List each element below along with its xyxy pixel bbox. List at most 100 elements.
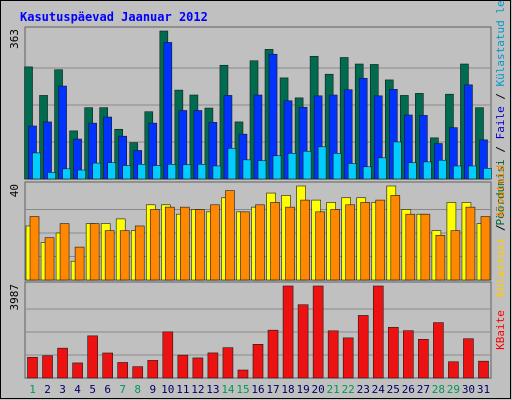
day-label: 31 (477, 383, 490, 396)
legend-entry: / (494, 139, 507, 159)
day-label: 8 (134, 383, 141, 396)
bar (117, 362, 129, 379)
bar (435, 235, 446, 281)
bar (177, 354, 189, 379)
bar (287, 153, 297, 180)
bar (240, 211, 250, 281)
bar (147, 360, 159, 379)
day-label: 16 (251, 383, 264, 396)
bar (450, 230, 461, 281)
bar (137, 164, 147, 180)
bar (420, 213, 431, 281)
chart-title: Kasutuspäevad Jaanuar 2012 (20, 10, 208, 24)
bar (152, 165, 162, 180)
bar (192, 357, 204, 379)
panel-1: 363 Pöördumisi / Faile / Külastatud lehti (8, 0, 507, 226)
bar (225, 190, 235, 281)
bar (302, 150, 312, 180)
day-label: 11 (176, 383, 189, 396)
bar (92, 162, 101, 180)
bar (357, 315, 369, 379)
panels-layer: 363 Pöördumisi / Faile / Külastatud lehti… (8, 0, 507, 379)
bar (448, 361, 459, 379)
bar (423, 161, 432, 180)
day-label: 29 (447, 383, 460, 396)
legend-entry: Pöördumisi (494, 159, 507, 225)
panel-legend: Külastusi / Arvuteid (494, 165, 507, 297)
bar (345, 204, 355, 281)
day-label: 20 (312, 383, 325, 396)
bar (212, 165, 222, 180)
day-label: 13 (206, 383, 219, 396)
bar (47, 172, 56, 180)
bar (272, 155, 282, 180)
bar (405, 213, 416, 281)
day-label: 30 (462, 383, 475, 396)
bar (89, 223, 100, 281)
day-label: 14 (221, 383, 235, 396)
bar (222, 347, 234, 379)
bar (372, 285, 384, 379)
bar (255, 204, 265, 281)
day-label: 15 (236, 383, 249, 396)
bar (32, 152, 41, 180)
bar (342, 337, 354, 379)
bar (180, 206, 190, 281)
series-Arvuteid (29, 190, 491, 281)
bar (57, 347, 68, 379)
bar (72, 362, 83, 379)
legend-entry: / (494, 218, 507, 238)
bar (257, 160, 267, 180)
bar (358, 77, 368, 180)
panel-2: 40 Külastusi / Arvuteid (8, 165, 507, 297)
day-label: 18 (281, 383, 294, 396)
series-KBaite (27, 285, 489, 379)
day-label: 19 (296, 383, 309, 396)
bar (332, 153, 342, 180)
legend-entry: KBaite (494, 310, 507, 350)
bar (312, 285, 324, 379)
bar (465, 206, 476, 281)
bar (392, 141, 402, 180)
day-label: 1 (29, 383, 36, 396)
bar (330, 209, 340, 281)
bar (77, 169, 86, 180)
bar (197, 164, 207, 180)
legend-entry: Faile (494, 106, 507, 139)
bar (165, 206, 175, 281)
day-label: 10 (161, 383, 174, 396)
bar (43, 121, 52, 180)
bar (167, 164, 177, 180)
bar (360, 202, 371, 281)
bar (210, 204, 220, 281)
panel-legend: Pöördumisi / Faile / Külastatud lehti (494, 0, 507, 226)
bar (317, 146, 327, 180)
day-label: 26 (402, 383, 415, 396)
bar (282, 285, 294, 379)
bar (104, 230, 115, 281)
bar (387, 326, 399, 379)
panel-3: 3987 KBaite (8, 281, 507, 379)
day-labels: 1 2 3 4 5 6 7 8 9 10 11 12 13 14 15 16 17 18 19 20 21 22 23 24 2… (29, 383, 490, 396)
day-label: 6 (104, 383, 111, 396)
bar (267, 329, 279, 379)
legend-entry: Arvuteid (494, 165, 507, 218)
day-label: 17 (266, 383, 279, 396)
bar (163, 42, 173, 180)
bar (483, 168, 492, 180)
bar (478, 360, 489, 379)
day-label: 7 (119, 383, 126, 396)
bar (227, 148, 237, 180)
bar (58, 85, 67, 180)
bar (362, 166, 372, 180)
bar (42, 355, 53, 379)
day-label: 22 (342, 383, 355, 396)
bar (132, 366, 144, 379)
bar (74, 246, 85, 281)
bar (297, 304, 309, 379)
bar (149, 209, 160, 281)
panel-legend: KBaite (494, 310, 507, 350)
bar (270, 202, 280, 281)
